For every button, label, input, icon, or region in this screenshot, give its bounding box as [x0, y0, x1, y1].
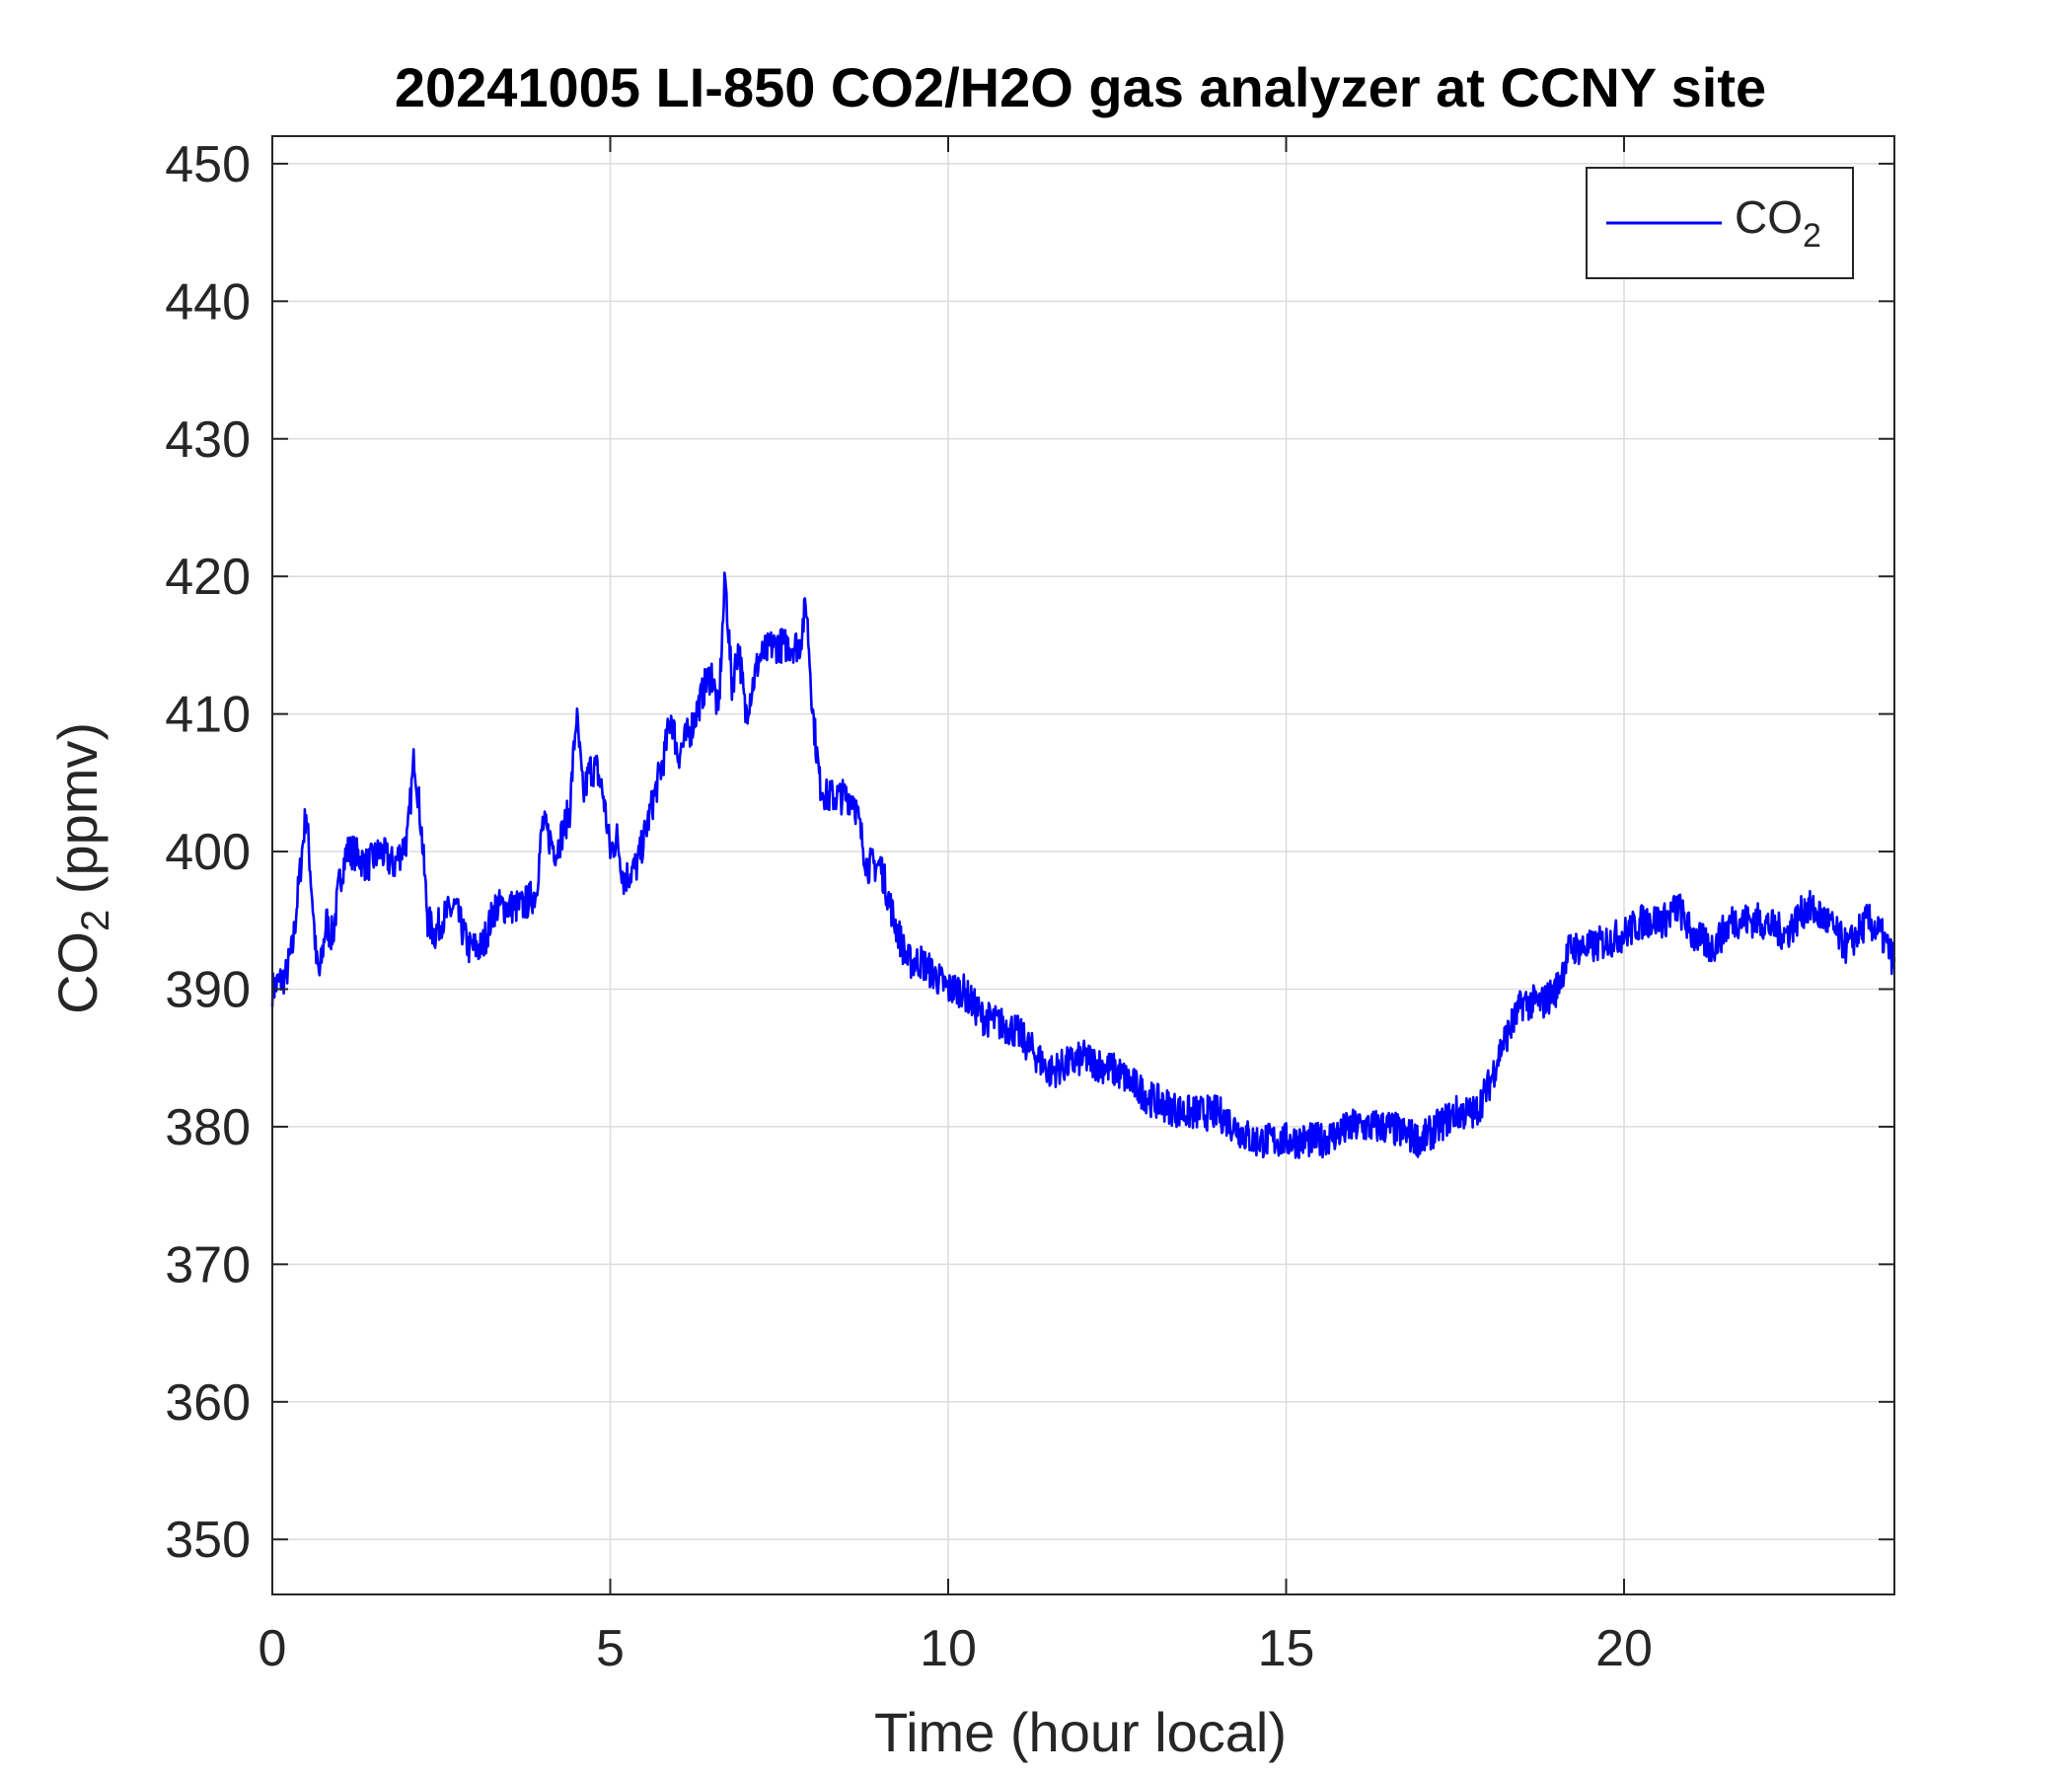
y-tick-label: 440 — [165, 273, 251, 331]
y-tick-label: 370 — [165, 1236, 251, 1294]
y-tick-label: 360 — [165, 1374, 251, 1432]
x-tick-label: 20 — [1595, 1620, 1653, 1677]
legend-label-subscript: 2 — [1803, 217, 1821, 255]
y-tick-label: 380 — [165, 1099, 251, 1156]
x-tick-label: 0 — [259, 1620, 287, 1677]
y-axis-label: CO2 (ppmv) — [46, 722, 117, 1014]
x-tick-label: 15 — [1258, 1620, 1315, 1677]
legend-label-co2: CO2 — [1735, 191, 1821, 255]
axis-ticks: 350 360 370 380 390 400 410 420 430 440 450 0 5 10 15 2… — [165, 136, 1894, 1677]
chart-title: 20241005 LI-850 CO2/H2O gas analyzer at … — [395, 56, 1766, 118]
y-tick-label: 390 — [165, 961, 251, 1018]
x-tick-label: 10 — [920, 1620, 977, 1677]
y-axis-label-subscript: 2 — [74, 910, 117, 931]
y-tick-label: 410 — [165, 687, 251, 744]
y-axis-label-rest: (ppmv) — [46, 722, 109, 910]
y-tick-label: 450 — [165, 136, 251, 193]
y-tick-label: 400 — [165, 824, 251, 881]
axes-frame — [271, 135, 1895, 1595]
y-tick-label: 430 — [165, 411, 251, 469]
series-line-co2 — [270, 571, 1896, 1159]
legend: CO2 — [1586, 167, 1854, 279]
x-axis-label: Time (hour local) — [874, 1701, 1287, 1763]
y-tick-label: 420 — [165, 549, 251, 606]
x-tick-label: 5 — [596, 1620, 625, 1677]
plot-area — [270, 571, 1896, 1159]
y-tick-label: 350 — [165, 1512, 251, 1569]
y-axis-label-main: CO — [46, 931, 109, 1014]
legend-label-main: CO — [1735, 191, 1803, 243]
grid-lines — [271, 136, 1894, 1594]
